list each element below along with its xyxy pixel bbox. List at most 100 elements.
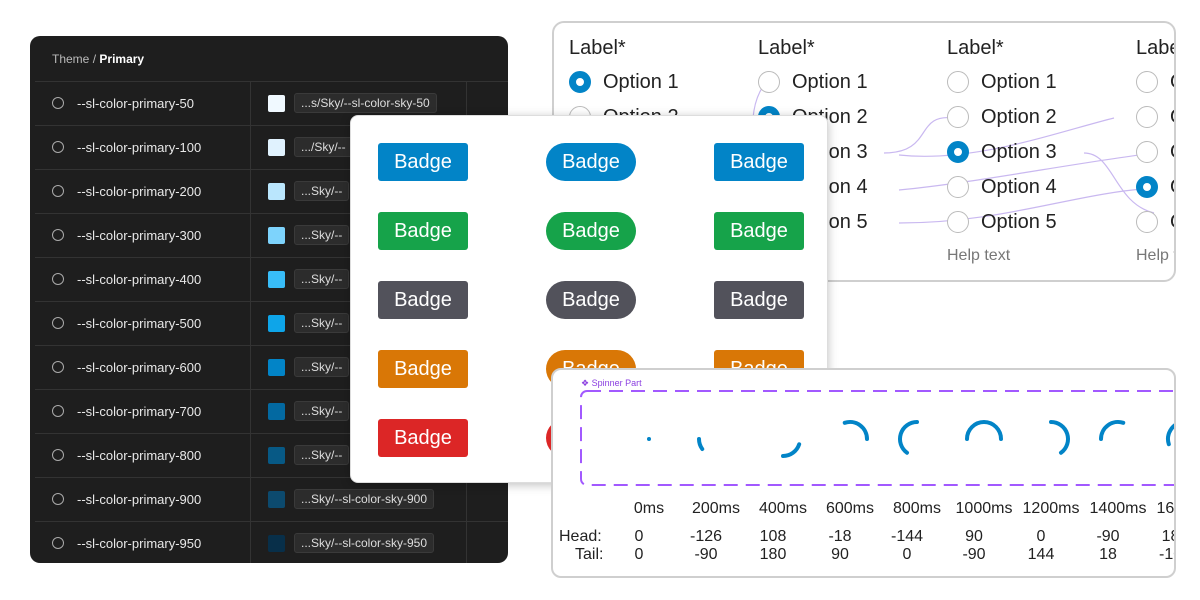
token-name: --sl-color-primary-600 — [77, 360, 202, 375]
column-divider — [250, 390, 251, 434]
column-divider — [250, 302, 251, 346]
token-value: ...Sky/--sl-color-sky-900 — [294, 489, 435, 509]
token-name: --sl-color-primary-300 — [77, 228, 202, 243]
tail-value: 180 — [759, 546, 787, 563]
breadcrumb-current: Primary — [99, 52, 145, 66]
color-swatch — [268, 95, 285, 112]
radio-button — [758, 71, 780, 93]
tail-value: 90 — [831, 546, 849, 563]
token-row: --sl-color-primary-700 ...Sky/-- — [35, 389, 508, 434]
column-divider — [250, 170, 251, 214]
help-text: Help text — [1136, 247, 1174, 264]
radio-button — [947, 141, 969, 163]
radio-group-label: Label* — [1136, 37, 1174, 59]
radio-option-label: Option 5 — [981, 211, 1057, 233]
color-swatch — [268, 139, 285, 156]
token-name: --sl-color-primary-100 — [77, 140, 202, 155]
token-row: --sl-color-primary-50 ...s/Sky/--sl-color… — [35, 81, 508, 126]
radio-option-label: Option 5 — [1170, 211, 1174, 234]
token-name: --sl-color-primary-400 — [77, 272, 202, 287]
tail-value: -90 — [962, 546, 986, 563]
radio-group-label: Label* — [758, 37, 815, 59]
color-swatch — [268, 403, 285, 420]
color-swatch — [268, 359, 285, 376]
token-value: ...s/Sky/--sl-color-sky-50 — [294, 93, 437, 113]
token-value: ...Sky/--sl-color-sky-950 — [294, 533, 435, 553]
spinner-arc — [965, 420, 1003, 441]
time-label: 600ms — [825, 500, 875, 517]
token-name: --sl-color-primary-50 — [77, 96, 195, 111]
palette-icon — [52, 449, 64, 461]
radio-button — [1136, 71, 1158, 93]
token-value: ...Sky/-- — [294, 445, 350, 465]
token-value: ...Sky/-- — [294, 313, 350, 333]
radio-button — [947, 106, 969, 128]
badge: Badge — [378, 212, 468, 250]
column-divider — [466, 522, 467, 563]
column-divider — [250, 434, 251, 478]
radio-option-label: Option 4 — [981, 176, 1057, 198]
head-label: Head: — [559, 528, 602, 545]
column-divider — [250, 214, 251, 258]
time-label: 1600ms — [1156, 500, 1175, 517]
spinner-title-text: Spinner Part — [591, 378, 642, 388]
head-value: -90 — [1096, 528, 1120, 545]
spinner-arc — [1166, 423, 1174, 447]
spinner-title: ❖ Spinner Part — [581, 378, 642, 388]
radio-button — [1136, 106, 1158, 128]
radio-group-label: Label* — [947, 37, 1004, 59]
palette-icon — [52, 361, 64, 373]
token-row: --sl-color-primary-950 ...Sky/--sl-color-… — [35, 521, 508, 563]
color-swatch — [268, 227, 285, 244]
time-label: 200ms — [691, 500, 741, 517]
badge: Badge — [714, 143, 804, 181]
tail-label: Tail: — [575, 546, 604, 563]
token-row: --sl-color-primary-900 ...Sky/--sl-color-… — [35, 477, 508, 522]
radio-option-label: Option 4 — [1170, 176, 1174, 199]
token-row: --sl-color-primary-800 ...Sky/-- — [35, 433, 508, 478]
spinner-panel: ❖ Spinner Part Head: Tail: 0ms 0 0 200ms -12… — [551, 368, 1176, 578]
spinner-arc — [898, 420, 919, 455]
tail-value: -90 — [694, 546, 718, 563]
token-row: --sl-color-primary-400 ...Sky/-- — [35, 257, 508, 302]
tail-value: 0 — [634, 546, 644, 563]
column-divider — [250, 522, 251, 563]
token-name: --sl-color-primary-900 — [77, 492, 202, 507]
spinner-frames — [580, 390, 1174, 486]
time-label: 1200ms — [1022, 500, 1080, 517]
token-name: --sl-color-primary-950 — [77, 536, 202, 551]
token-value: ...Sky/-- — [294, 401, 350, 421]
badge: Badge — [546, 281, 636, 319]
spinner-arc — [697, 437, 705, 451]
breadcrumb: Theme / Primary — [52, 52, 144, 66]
spinner-arc — [842, 420, 869, 441]
radio-option-label: Option 3 — [981, 141, 1057, 163]
token-name: --sl-color-primary-700 — [77, 404, 202, 419]
spinner-arc — [647, 437, 651, 441]
radio-button — [1136, 141, 1158, 163]
token-row: --sl-color-primary-200 ...Sky/-- — [35, 169, 508, 214]
token-name: --sl-color-primary-500 — [77, 316, 202, 331]
head-value: 0 — [634, 528, 644, 545]
head-value: 108 — [759, 528, 787, 545]
palette-icon — [52, 229, 64, 241]
token-row: --sl-color-primary-100 .../Sky/-- — [35, 125, 508, 170]
radio-option-label: Option 2 — [981, 106, 1057, 128]
column-divider — [250, 82, 251, 126]
head-value: 180 — [1161, 528, 1174, 545]
frame-outline — [580, 390, 1174, 486]
badge: Badge — [546, 212, 636, 250]
radio-group-label: Label* — [569, 37, 626, 59]
palette-icon — [52, 537, 64, 549]
column-divider — [250, 126, 251, 170]
spinner-arc — [1099, 420, 1126, 441]
badge: Badge — [378, 419, 468, 457]
token-value: ...Sky/-- — [294, 181, 350, 201]
token-row: --sl-color-primary-300 ...Sky/-- — [35, 213, 508, 258]
token-name: --sl-color-primary-800 — [77, 448, 202, 463]
head-value: -18 — [828, 528, 852, 545]
radio-button — [569, 71, 591, 93]
connector — [1083, 152, 1155, 214]
token-value: .../Sky/-- — [294, 137, 353, 157]
